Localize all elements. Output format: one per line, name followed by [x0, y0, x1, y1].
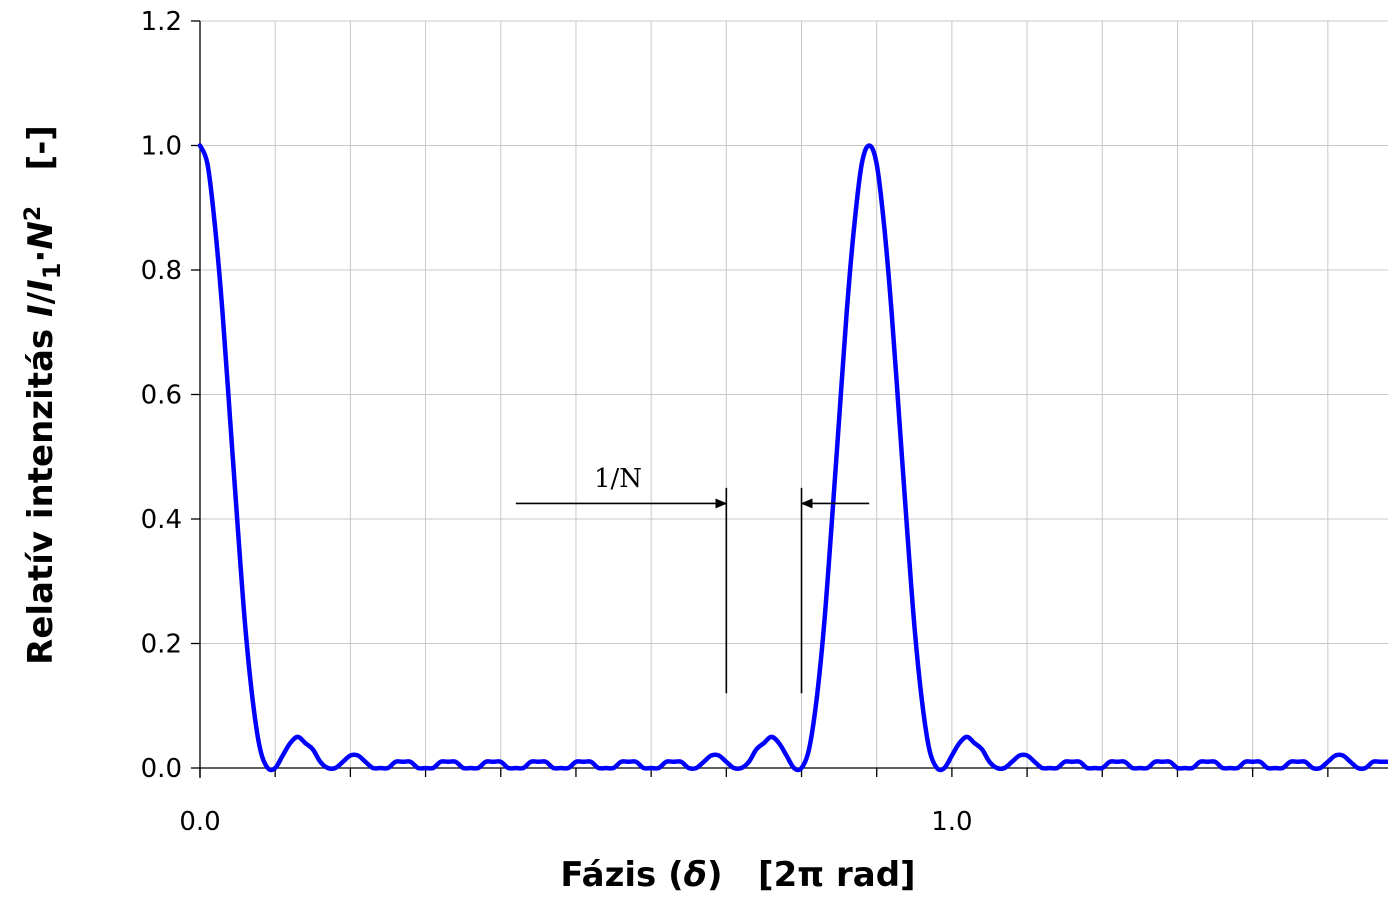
x-tick-label: 0.0 [179, 807, 220, 837]
series [197, 143, 1388, 773]
annotation: 1/N [515, 464, 870, 694]
series-line [197, 143, 1388, 773]
x-tick-label: 1.0 [931, 807, 972, 837]
y-tick-label: 0.2 [141, 630, 182, 660]
y-tick-label: 1.2 [141, 7, 182, 37]
y-tick-label: 0.8 [141, 256, 182, 286]
tick-labels: 0.0 0.2 0.4 0.6 0.8 1.0 1.2 0.0 1.0 [141, 7, 973, 837]
grid [200, 20, 1388, 768]
axes [191, 20, 1388, 778]
x-axis-title: Fázis (δ) [2π rad] [560, 855, 915, 895]
y-tick-label: 0.0 [141, 754, 182, 784]
annotation-label: 1/N [594, 464, 642, 494]
y-tick-label: 0.4 [141, 505, 182, 535]
y-axis-title: Relatív intenzitás I/I1·N2 [-] [21, 125, 66, 665]
y-tick-label: 0.6 [141, 381, 182, 411]
y-tick-label: 1.0 [141, 132, 182, 162]
